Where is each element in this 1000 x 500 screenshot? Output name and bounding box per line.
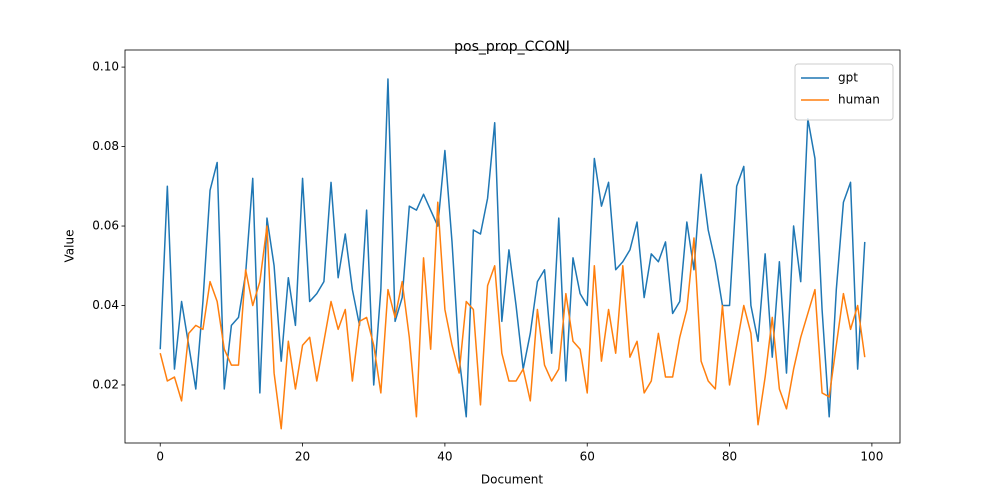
y-tick-label: 0.10 <box>92 60 119 74</box>
x-tick-label: 80 <box>722 450 737 464</box>
line-series <box>159 201 866 430</box>
y-tick-label: 0.06 <box>92 219 119 233</box>
chart-title: pos_prop_CCONJ <box>454 39 570 55</box>
legend-label: gpt <box>838 71 858 85</box>
x-tick-label: 60 <box>580 450 595 464</box>
line-series <box>159 78 866 418</box>
x-axis-label: Document <box>481 473 543 487</box>
plot-frame <box>124 49 901 444</box>
x-tick-label: 40 <box>437 450 452 464</box>
y-tick-label: 0.02 <box>92 377 119 391</box>
x-tick-label: 20 <box>295 450 310 464</box>
y-tick-label: 0.08 <box>92 139 119 153</box>
x-tick-label: 100 <box>860 450 883 464</box>
legend-label: human <box>838 93 880 107</box>
x-tick-label: 0 <box>156 450 164 464</box>
y-tick-label: 0.04 <box>92 298 119 312</box>
y-axis-label: Value <box>63 230 77 263</box>
